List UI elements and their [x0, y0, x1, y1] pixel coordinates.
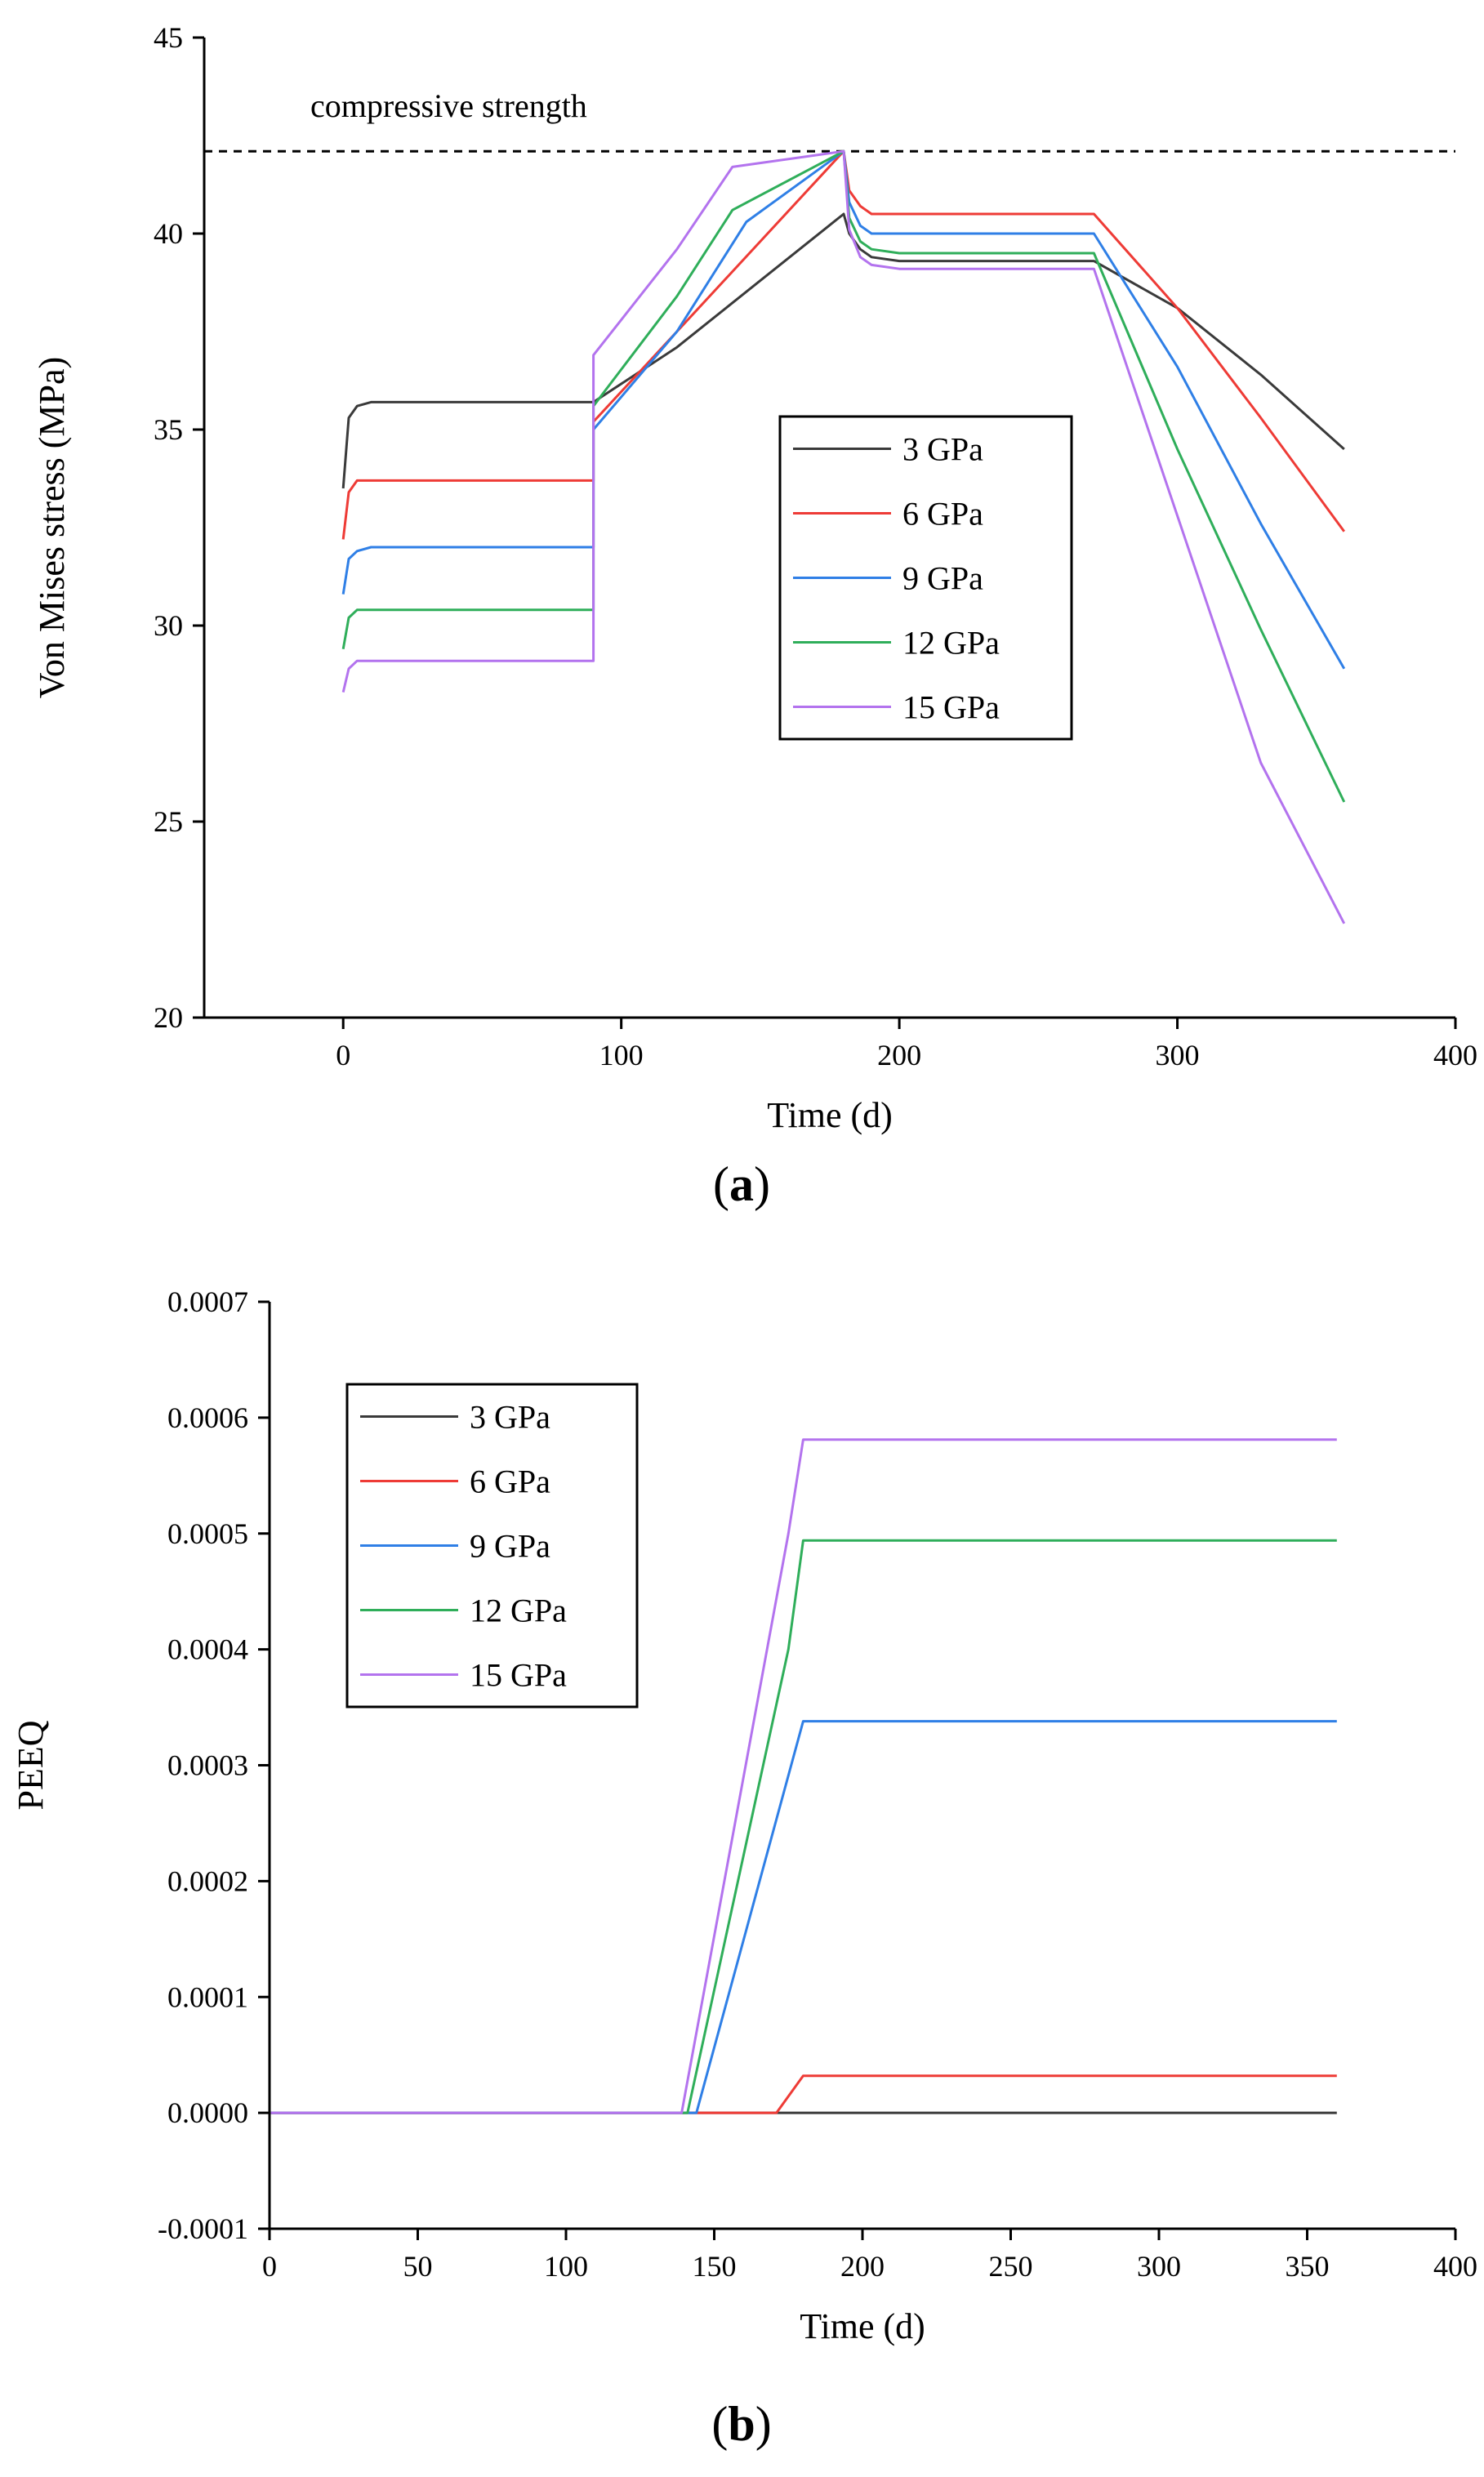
panel-a-y-tick-label: 45: [154, 21, 183, 54]
panel-a-x-tick-label: 100: [599, 1039, 644, 1071]
legend-entry-9-gpa: 9 GPa: [360, 1528, 550, 1565]
legend-label: 9 GPa: [902, 560, 983, 597]
panel-b-legend: 3 GPa 6 GPa 9 GPa 12 GPa 15 GPa: [345, 1383, 639, 1709]
panel-b-x-tick-label: 350: [1286, 2250, 1330, 2283]
panel-b-x-tick-label: 400: [1433, 2250, 1477, 2283]
panel-b-y-tick-label: 0.0000: [167, 2096, 248, 2129]
legend-label: 12 GPa: [902, 625, 1000, 662]
legend-label: 9 GPa: [470, 1528, 550, 1565]
panel-b-x-tick-label: 250: [989, 2250, 1033, 2283]
panel-b-series-15-gpa: [270, 1438, 1337, 2114]
panel-a-y-tick-label: 25: [154, 805, 183, 838]
panel-b-x-tick-label: 150: [693, 2250, 737, 2283]
panel-b-peeq-chart: 0 50 100 150 200 250 300 350 400 -0.0001 0.0000 0.0…: [11, 1285, 1477, 2451]
panel-a-stress-chart: compressive strength 0 100 200 300 400 20 25 30…: [32, 21, 1477, 1211]
panel-a-axes: [203, 38, 1455, 1019]
panel-a-series-3-gpa: [341, 212, 1345, 489]
panel-a-y-tick-label: 30: [154, 609, 183, 642]
compressive-strength-label: compressive strength: [310, 87, 587, 124]
legend-label: 3 GPa: [902, 431, 983, 468]
legend-entry-15-gpa: 15 GPa: [793, 689, 1000, 726]
panel-a-x-tick-label: 400: [1433, 1039, 1477, 1071]
panel-b-x-tick-label: 50: [403, 2250, 433, 2283]
legend-box: [778, 415, 1073, 741]
panel-b-x-axis-label: Time (d): [800, 2306, 925, 2346]
panel-a-x-tick-label: 300: [1156, 1039, 1200, 1071]
legend-entry-3-gpa: 3 GPa: [360, 1399, 550, 1436]
panel-a-y-tick-label: 20: [154, 1001, 183, 1034]
legend-entry-12-gpa: 12 GPa: [360, 1593, 567, 1629]
legend-label: 12 GPa: [470, 1593, 567, 1629]
panel-b-y-tick-label: 0.0004: [167, 1633, 248, 1666]
legend-entry-3-gpa: 3 GPa: [793, 431, 983, 468]
panel-b-x-tick-label: 100: [544, 2250, 588, 2283]
panel-b-y-tick-label: 0.0003: [167, 1749, 248, 1782]
legend-label: 6 GPa: [902, 496, 983, 532]
panel-b-y-tick-label: 0.0005: [167, 1517, 248, 1550]
legend-label: 15 GPa: [470, 1657, 567, 1694]
panel-a-y-tick-label: 40: [154, 217, 183, 250]
panel-b-y-tick-label: -0.0001: [158, 2212, 248, 2245]
panel-a-x-axis-label: Time (d): [767, 1095, 893, 1135]
legend-label: 3 GPa: [470, 1399, 550, 1436]
panel-b-y-tick-label: 0.0006: [167, 1401, 248, 1434]
panel-b-label: (b): [711, 2397, 771, 2451]
legend-entry-6-gpa: 6 GPa: [360, 1463, 550, 1500]
panel-b-series-6-gpa: [270, 2074, 1337, 2114]
legend-entry-12-gpa: 12 GPa: [793, 625, 1000, 662]
panel-a-y-tick-label: 35: [154, 413, 183, 446]
panel-a-y-axis-label: Von Mises stress (MPa): [32, 357, 72, 698]
panel-b-y-tick-label: 0.0007: [167, 1285, 248, 1318]
panel-b-y-axis-label: PEEQ: [11, 1720, 51, 1810]
panel-b-x-tick-label: 0: [262, 2250, 277, 2283]
panel-b-y-tick-label: 0.0002: [167, 1864, 248, 1897]
panel-a-x-tick-label: 200: [877, 1039, 921, 1071]
legend-label: 15 GPa: [902, 689, 1000, 726]
panel-a-series-15-gpa: [341, 149, 1346, 924]
legend-entry-6-gpa: 6 GPa: [793, 496, 983, 532]
panel-a-label: (a): [713, 1157, 770, 1211]
legend-label: 6 GPa: [470, 1463, 550, 1500]
panel-a-x-tick-label: 0: [336, 1039, 350, 1071]
legend-entry-15-gpa: 15 GPa: [360, 1657, 567, 1694]
panel-b-series-9-gpa: [270, 1720, 1337, 2114]
panel-b-x-tick-label: 200: [840, 2250, 885, 2283]
panel-b-x-tick-label: 300: [1137, 2250, 1181, 2283]
compressive-strength-reference: compressive strength: [204, 87, 1455, 153]
panel-b-y-tick-label: 0.0001: [167, 1980, 248, 2013]
panel-a-legend: 3 GPa 6 GPa 9 GPa 12 GPa 15 GPa: [778, 415, 1073, 741]
legend-entry-9-gpa: 9 GPa: [793, 560, 983, 597]
